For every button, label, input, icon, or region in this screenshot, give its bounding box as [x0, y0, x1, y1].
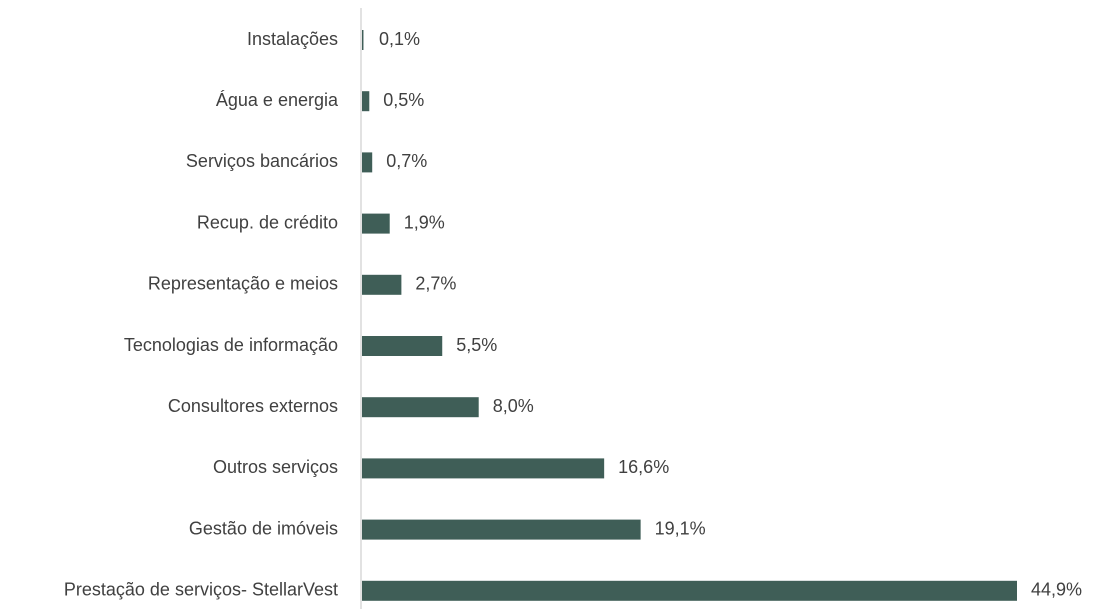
category-label: Gestão de imóveis [189, 518, 338, 538]
bar [362, 274, 402, 295]
bar [362, 30, 364, 50]
category-label: Representação e meios [148, 274, 338, 294]
bar [362, 91, 370, 112]
value-label: 16,6% [618, 457, 669, 477]
bar [362, 397, 479, 418]
bar [362, 152, 373, 173]
value-label: 5,5% [456, 335, 497, 355]
bar [362, 213, 390, 234]
value-label: 0,7% [386, 151, 427, 171]
category-label: Prestação de serviços- StellarVest [64, 580, 338, 600]
category-label: Recup. de crédito [197, 212, 338, 232]
category-label: Outros serviços [213, 457, 338, 477]
value-label: 8,0% [493, 396, 534, 416]
value-label: 44,9% [1031, 580, 1082, 600]
bar [362, 458, 605, 479]
value-label: 19,1% [655, 518, 706, 538]
category-label: Água e energia [216, 90, 339, 110]
value-label: 2,7% [415, 274, 456, 294]
value-label: 0,5% [383, 90, 424, 110]
bar [362, 580, 1017, 601]
category-label: Tecnologias de informação [124, 335, 338, 355]
value-label: 0,1% [379, 29, 420, 49]
bar [362, 336, 443, 356]
category-label: Serviços bancários [186, 151, 338, 171]
value-label: 1,9% [404, 212, 445, 232]
bar [362, 519, 641, 540]
category-label: Instalações [247, 29, 338, 49]
category-label: Consultores externos [168, 396, 338, 416]
